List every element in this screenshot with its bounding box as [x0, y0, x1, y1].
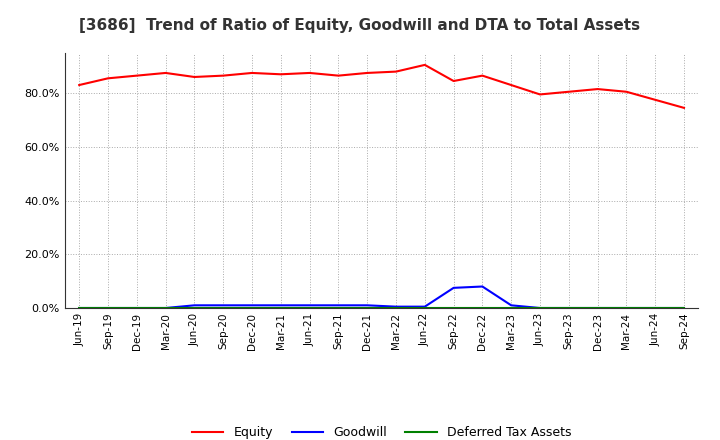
Deferred Tax Assets [363, 305, 372, 311]
Deferred Tax Assets [75, 305, 84, 311]
Equity [478, 73, 487, 78]
Line: Equity: Equity [79, 65, 684, 108]
Goodwill [507, 303, 516, 308]
Goodwill [75, 305, 84, 311]
Deferred Tax Assets [248, 305, 256, 311]
Equity [449, 78, 458, 84]
Equity [276, 72, 285, 77]
Goodwill [420, 304, 429, 309]
Goodwill [161, 305, 170, 311]
Deferred Tax Assets [680, 305, 688, 311]
Equity [420, 62, 429, 67]
Equity [622, 89, 631, 95]
Deferred Tax Assets [104, 305, 112, 311]
Equity [219, 73, 228, 78]
Goodwill [132, 305, 141, 311]
Equity [334, 73, 343, 78]
Goodwill [392, 304, 400, 309]
Equity [392, 69, 400, 74]
Equity [104, 76, 112, 81]
Deferred Tax Assets [593, 305, 602, 311]
Deferred Tax Assets [276, 305, 285, 311]
Deferred Tax Assets [132, 305, 141, 311]
Deferred Tax Assets [622, 305, 631, 311]
Equity [305, 70, 314, 76]
Equity [75, 82, 84, 88]
Equity [190, 74, 199, 80]
Deferred Tax Assets [420, 305, 429, 311]
Deferred Tax Assets [219, 305, 228, 311]
Deferred Tax Assets [651, 305, 660, 311]
Deferred Tax Assets [392, 305, 400, 311]
Deferred Tax Assets [334, 305, 343, 311]
Deferred Tax Assets [449, 305, 458, 311]
Equity [161, 70, 170, 76]
Equity [507, 82, 516, 88]
Goodwill [651, 305, 660, 311]
Goodwill [248, 303, 256, 308]
Goodwill [536, 305, 544, 311]
Deferred Tax Assets [161, 305, 170, 311]
Goodwill [564, 305, 573, 311]
Equity [363, 70, 372, 76]
Goodwill [680, 305, 688, 311]
Legend: Equity, Goodwill, Deferred Tax Assets: Equity, Goodwill, Deferred Tax Assets [187, 422, 576, 440]
Deferred Tax Assets [536, 305, 544, 311]
Line: Goodwill: Goodwill [79, 286, 684, 308]
Goodwill [449, 285, 458, 290]
Goodwill [219, 303, 228, 308]
Text: [3686]  Trend of Ratio of Equity, Goodwill and DTA to Total Assets: [3686] Trend of Ratio of Equity, Goodwil… [79, 18, 641, 33]
Goodwill [104, 305, 112, 311]
Deferred Tax Assets [478, 305, 487, 311]
Deferred Tax Assets [305, 305, 314, 311]
Goodwill [622, 305, 631, 311]
Deferred Tax Assets [507, 305, 516, 311]
Goodwill [305, 303, 314, 308]
Goodwill [276, 303, 285, 308]
Goodwill [478, 284, 487, 289]
Equity [593, 86, 602, 92]
Equity [680, 105, 688, 110]
Equity [564, 89, 573, 95]
Goodwill [593, 305, 602, 311]
Equity [132, 73, 141, 78]
Goodwill [190, 303, 199, 308]
Equity [536, 92, 544, 97]
Deferred Tax Assets [190, 305, 199, 311]
Deferred Tax Assets [564, 305, 573, 311]
Equity [248, 70, 256, 76]
Goodwill [334, 303, 343, 308]
Equity [651, 97, 660, 103]
Goodwill [363, 303, 372, 308]
